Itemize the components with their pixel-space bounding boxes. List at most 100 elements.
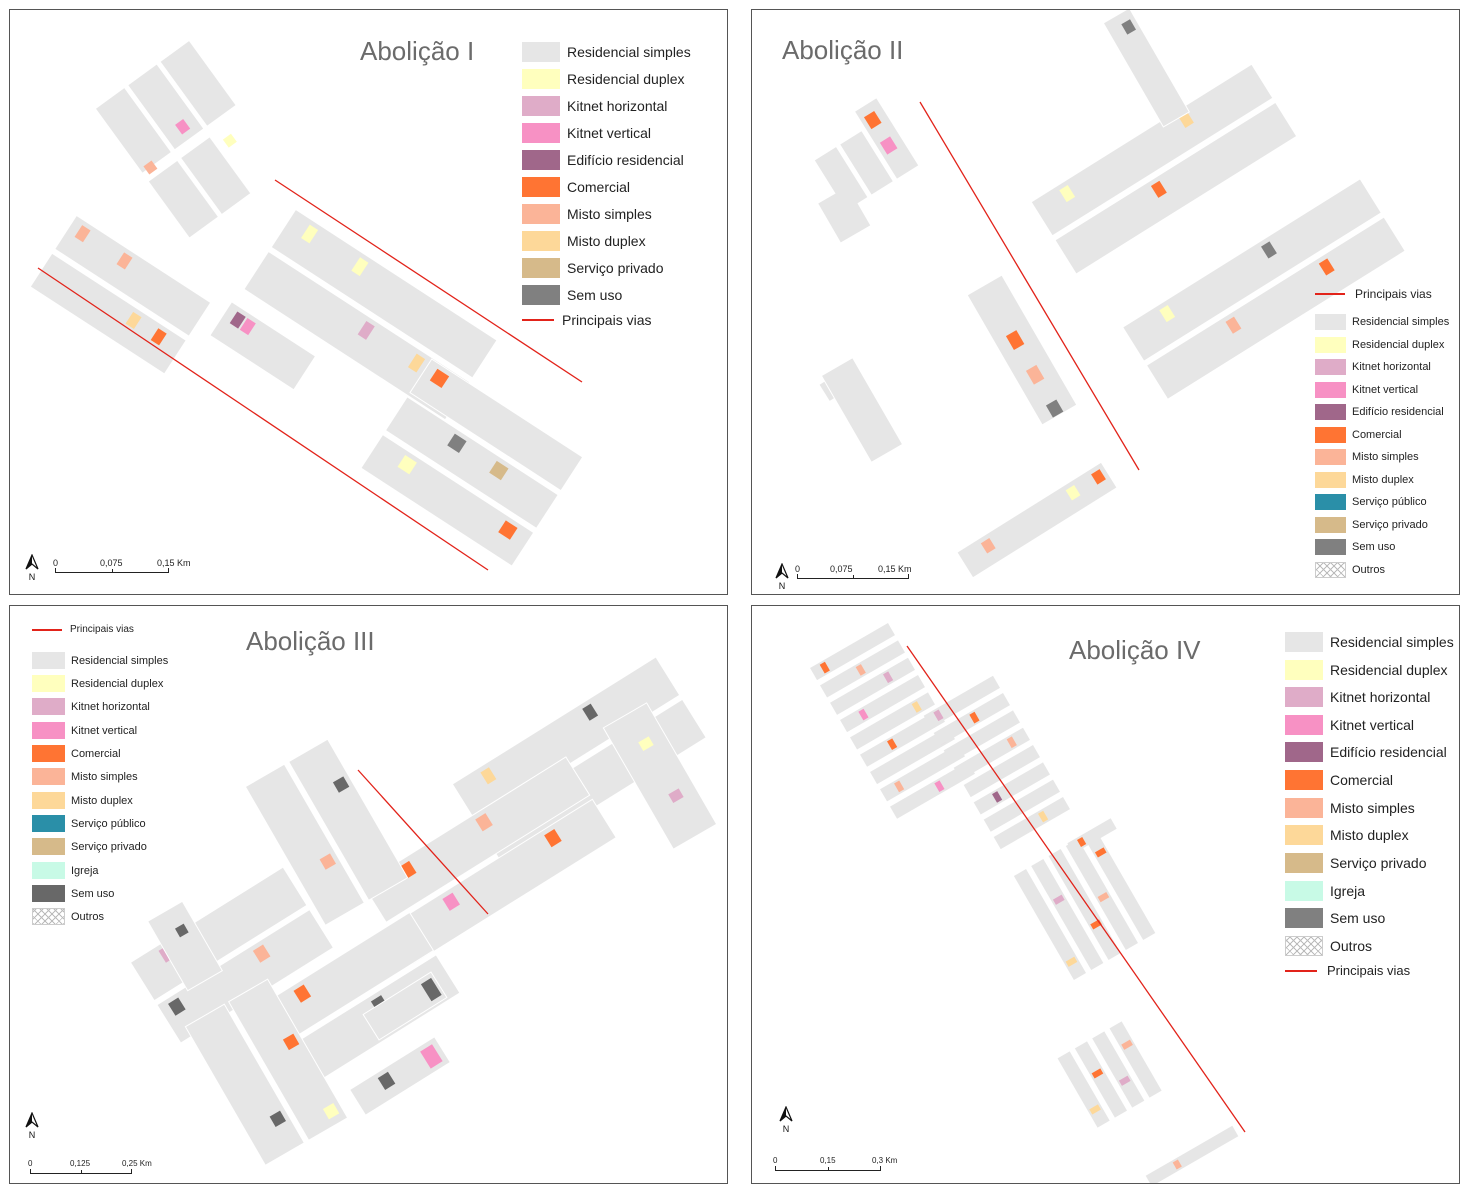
legend-item: Residencial duplex (1285, 660, 1448, 680)
legend-swatch (1285, 936, 1323, 956)
legend: Residencial simples Residencial duplex K… (1285, 630, 1459, 980)
legend-item: Kitnet vertical (1315, 382, 1418, 398)
scale-label: 0,15 Km (157, 558, 191, 568)
legend-label: Edifício residencial (1352, 406, 1444, 418)
legend-swatch (522, 42, 560, 62)
road-line (274, 179, 583, 383)
legend: Residencial simples Residencial duplex K… (522, 40, 722, 340)
north-arrow-icon: N (24, 553, 40, 582)
legend-swatch (522, 123, 560, 143)
legend-label: Outros (71, 910, 105, 923)
legend-line (1285, 969, 1317, 972)
legend-item: Outros (1315, 562, 1385, 578)
legend-label: Residencial duplex (71, 677, 164, 690)
legend-label: Misto simples (71, 770, 138, 783)
block-group (1013, 829, 1156, 980)
legend-swatch (1285, 908, 1323, 928)
legend-label: Residencial simples (71, 654, 169, 667)
legend-label: Serviço privado (567, 260, 664, 276)
legend-item: Outros (32, 908, 104, 925)
legend-item: Comercial (1315, 427, 1402, 443)
legend-swatch (32, 908, 65, 925)
legend-label: Principais vias (1327, 963, 1411, 978)
legend-swatch (1315, 382, 1346, 398)
legend-label: Misto simples (1330, 800, 1415, 816)
legend-label: Sem uso (1330, 910, 1386, 926)
legend-item: Residencial duplex (1315, 337, 1444, 353)
legend-swatch (1285, 632, 1323, 652)
legend-swatch (32, 768, 65, 785)
legend-label: Outros (1352, 564, 1386, 576)
legend-item: Residencial duplex (522, 69, 685, 89)
legend-swatch (32, 652, 65, 669)
legend-label: Principais vias (562, 312, 652, 328)
road-line (906, 645, 1246, 1133)
north-label: N (782, 1124, 790, 1134)
block-group (810, 623, 975, 819)
legend-label: Kitnet horizontal (567, 98, 668, 114)
block-group (362, 971, 448, 1041)
legend-item: Misto duplex (32, 792, 133, 809)
legend-swatch (32, 815, 65, 832)
legend-label: Residencial duplex (567, 71, 685, 87)
legend-label: Misto simples (1352, 451, 1419, 463)
block-group (820, 357, 904, 463)
legend-swatch (522, 258, 560, 278)
legend-line (32, 628, 62, 631)
legend: Principais vias Residencial simples Resi… (32, 624, 202, 934)
map-blocks (129, 656, 718, 1166)
legend-item: Misto simples (522, 204, 652, 224)
block (818, 186, 871, 243)
legend-swatch (1285, 853, 1323, 873)
legend-swatch (1285, 687, 1323, 707)
legend-swatch (32, 885, 65, 902)
block-group (94, 39, 252, 239)
legend-label: Misto duplex (1352, 474, 1414, 486)
legend-swatch (1285, 770, 1323, 790)
legend-label: Comercial (1330, 772, 1394, 788)
block-group (966, 274, 1078, 426)
block-group (209, 301, 317, 391)
legend-label: Serviço público (71, 817, 146, 830)
legend-swatch (1315, 494, 1346, 510)
legend-label: Comercial (71, 747, 121, 760)
legend-item: Misto simples (1315, 449, 1419, 465)
scale-label: 0,15 Km (878, 564, 912, 574)
legend-label: Kitnet vertical (1330, 717, 1415, 733)
legend-item: Residencial duplex (32, 675, 163, 692)
legend-swatch (1315, 359, 1346, 375)
legend-item: Kitnet horizontal (32, 698, 150, 715)
legend-swatch (1315, 517, 1346, 533)
legend-swatch (1315, 449, 1346, 465)
legend-swatch (522, 150, 560, 170)
block-group (244, 738, 409, 926)
legend-swatch (32, 745, 65, 762)
legend-item: Misto simples (32, 768, 138, 785)
road-line (919, 101, 1140, 471)
legend-item: Misto duplex (1285, 825, 1409, 845)
legend-label: Kitnet horizontal (1330, 689, 1431, 705)
scale-label: 0 (773, 1156, 778, 1165)
legend-label: Igreja (1330, 883, 1366, 899)
north-label: N (28, 572, 36, 582)
legend-label: Serviço privado (1330, 855, 1427, 871)
legend-label: Igreja (71, 864, 99, 877)
legend-item: Misto simples (1285, 798, 1415, 818)
legend-item: Misto duplex (522, 231, 646, 251)
legend-swatch (1285, 798, 1323, 818)
legend-swatch (1315, 472, 1346, 488)
legend-swatch (32, 792, 65, 809)
legend-item: Residencial simples (32, 652, 168, 669)
legend-label: Sem uso (71, 887, 115, 900)
legend-item: Serviço privado (1315, 517, 1428, 533)
legend-label: Edifício residencial (567, 152, 684, 168)
scale-label: 0,25 Km (122, 1159, 152, 1168)
legend-swatch (32, 838, 65, 855)
legend-swatch (32, 675, 65, 692)
legend-item: Serviço privado (32, 838, 147, 855)
legend-item: Kitnet horizontal (522, 96, 667, 116)
legend-label: Kitnet horizontal (1352, 361, 1431, 373)
legend-swatch (522, 69, 560, 89)
map-blocks (813, 10, 1406, 579)
legend-item: Sem uso (522, 285, 622, 305)
